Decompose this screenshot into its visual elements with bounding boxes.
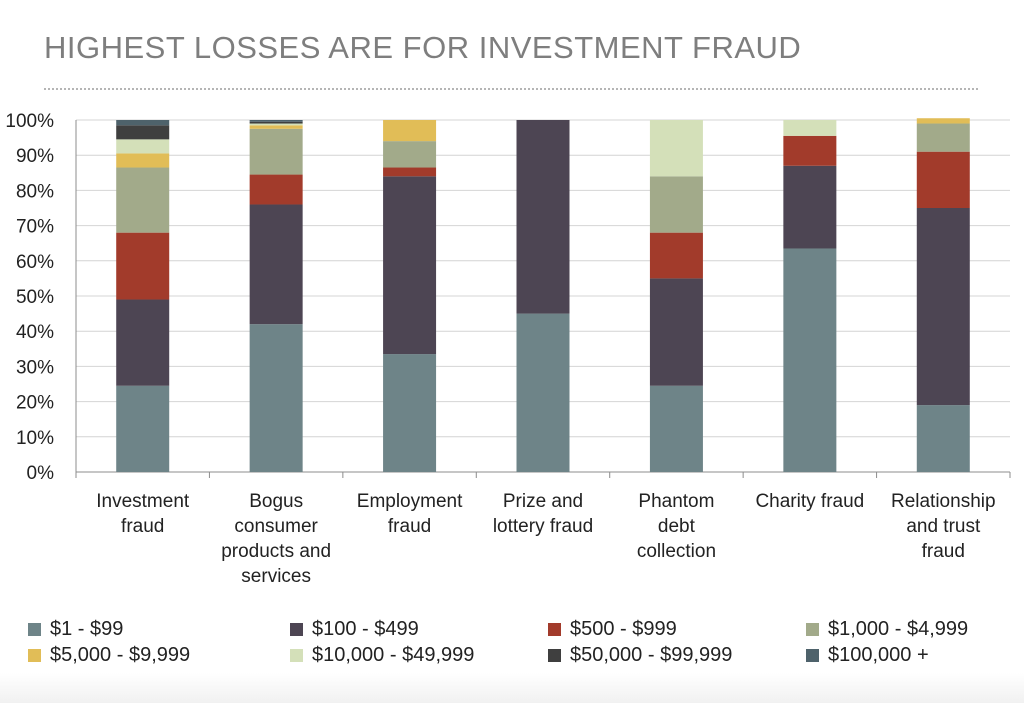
x-category-label: services	[241, 566, 311, 587]
bar-segment	[383, 176, 437, 355]
legend-swatch	[548, 649, 561, 662]
bar-segment	[916, 405, 970, 472]
bar-segment	[116, 120, 170, 126]
bar-segment	[649, 278, 703, 386]
bar-segment	[249, 128, 303, 175]
x-category-label: Investment	[96, 491, 190, 512]
bar-segment	[916, 123, 970, 152]
bar-segment	[249, 324, 303, 472]
bar-segment	[649, 120, 703, 177]
bar-segment	[116, 153, 170, 168]
legend-item: $1,000 - $4,999	[806, 618, 968, 641]
legend-item: $100 - $499	[290, 618, 419, 641]
bar-segment	[116, 125, 170, 140]
x-category-label: Prize and	[503, 491, 583, 512]
y-tick-label: 20%	[16, 393, 54, 414]
legend-swatch	[806, 649, 819, 662]
x-category-label: Phantom	[638, 491, 714, 512]
y-tick-label: 40%	[16, 322, 54, 343]
legend-swatch	[548, 623, 561, 636]
legend-swatch	[290, 649, 303, 662]
legend-label: $100,000 +	[828, 644, 929, 666]
x-category-label: fraud	[922, 541, 965, 562]
x-category-label: debt	[658, 516, 696, 537]
bar-segment	[516, 120, 570, 314]
bar-segment	[516, 313, 570, 472]
bar-segment	[116, 232, 170, 300]
bar-segment	[249, 120, 303, 122]
footer-band	[0, 673, 1024, 703]
bar-segment	[116, 139, 170, 154]
bar-segment	[383, 167, 437, 177]
legend-label: $500 - $999	[570, 618, 677, 640]
y-tick-label: 60%	[16, 252, 54, 273]
bar-segment	[783, 165, 837, 249]
x-category-label: Employment	[357, 491, 463, 512]
bar-segment	[649, 232, 703, 279]
x-category-label: products and	[221, 541, 331, 562]
legend-label: $5,000 - $9,999	[50, 644, 191, 666]
legend-item: $1 - $99	[28, 618, 123, 641]
x-category-label: Bogus	[249, 491, 303, 512]
x-category-label: Relationship	[891, 491, 996, 512]
bar-segment	[916, 118, 970, 124]
bar-segment	[249, 123, 303, 126]
legend-label: $1,000 - $4,999	[828, 618, 969, 640]
y-tick-label: 70%	[16, 217, 54, 238]
bar-segment	[783, 248, 837, 472]
y-tick-label: 50%	[16, 287, 54, 308]
page-title: HIGHEST LOSSES ARE FOR INVESTMENT FRAUD	[44, 30, 802, 65]
x-category-label: lottery fraud	[493, 516, 593, 537]
title-divider	[44, 88, 978, 90]
bar-segment	[249, 204, 303, 325]
x-category-label: fraud	[121, 516, 164, 537]
bar-segment	[383, 120, 437, 142]
x-category-label: and trust	[906, 516, 981, 537]
bar-segment	[649, 385, 703, 472]
bar-segment	[383, 141, 437, 168]
y-tick-label: 100%	[5, 111, 54, 132]
legend-label: $50,000 - $99,999	[570, 644, 733, 666]
y-tick-label: 90%	[16, 146, 54, 167]
stacked-bar-chart: 0% 10% 20% 30% 40% 50% 60% 70% 80% 90% 100% Investm…	[5, 111, 1011, 587]
legend-item: $100,000 +	[806, 644, 929, 667]
legend-item: $10,000 - $49,999	[290, 644, 474, 667]
y-tick-label: 30%	[16, 357, 54, 378]
bar-segment	[916, 151, 970, 208]
x-category-label: fraud	[388, 516, 431, 537]
bar-segment	[116, 167, 170, 233]
bar-segment	[783, 120, 837, 136]
y-tick-label: 0%	[27, 463, 55, 484]
bar-segment	[916, 208, 970, 406]
bar-segment	[249, 121, 303, 124]
bar-segment	[249, 125, 303, 129]
x-category-label: consumer	[234, 516, 318, 537]
bar-segment	[383, 354, 437, 472]
bar-segment	[116, 385, 170, 472]
bar-segment	[649, 176, 703, 233]
bar-segment	[783, 135, 837, 166]
y-tick-label: 10%	[16, 428, 54, 449]
legend-swatch	[806, 623, 819, 636]
legend-item: $5,000 - $9,999	[28, 644, 190, 667]
x-category-label: collection	[637, 541, 716, 562]
legend-item: $500 - $999	[548, 618, 677, 641]
bar-segment	[116, 299, 170, 386]
y-tick-label: 80%	[16, 181, 54, 202]
legend-swatch	[290, 623, 303, 636]
legend-label: $100 - $499	[312, 618, 419, 640]
legend-item: $50,000 - $99,999	[548, 644, 732, 667]
legend-label: $10,000 - $49,999	[312, 644, 475, 666]
x-category-label: Charity fraud	[755, 491, 864, 512]
legend-swatch	[28, 649, 41, 662]
bar-segment	[249, 174, 303, 205]
legend-swatch	[28, 623, 41, 636]
legend-label: $1 - $99	[50, 618, 124, 640]
